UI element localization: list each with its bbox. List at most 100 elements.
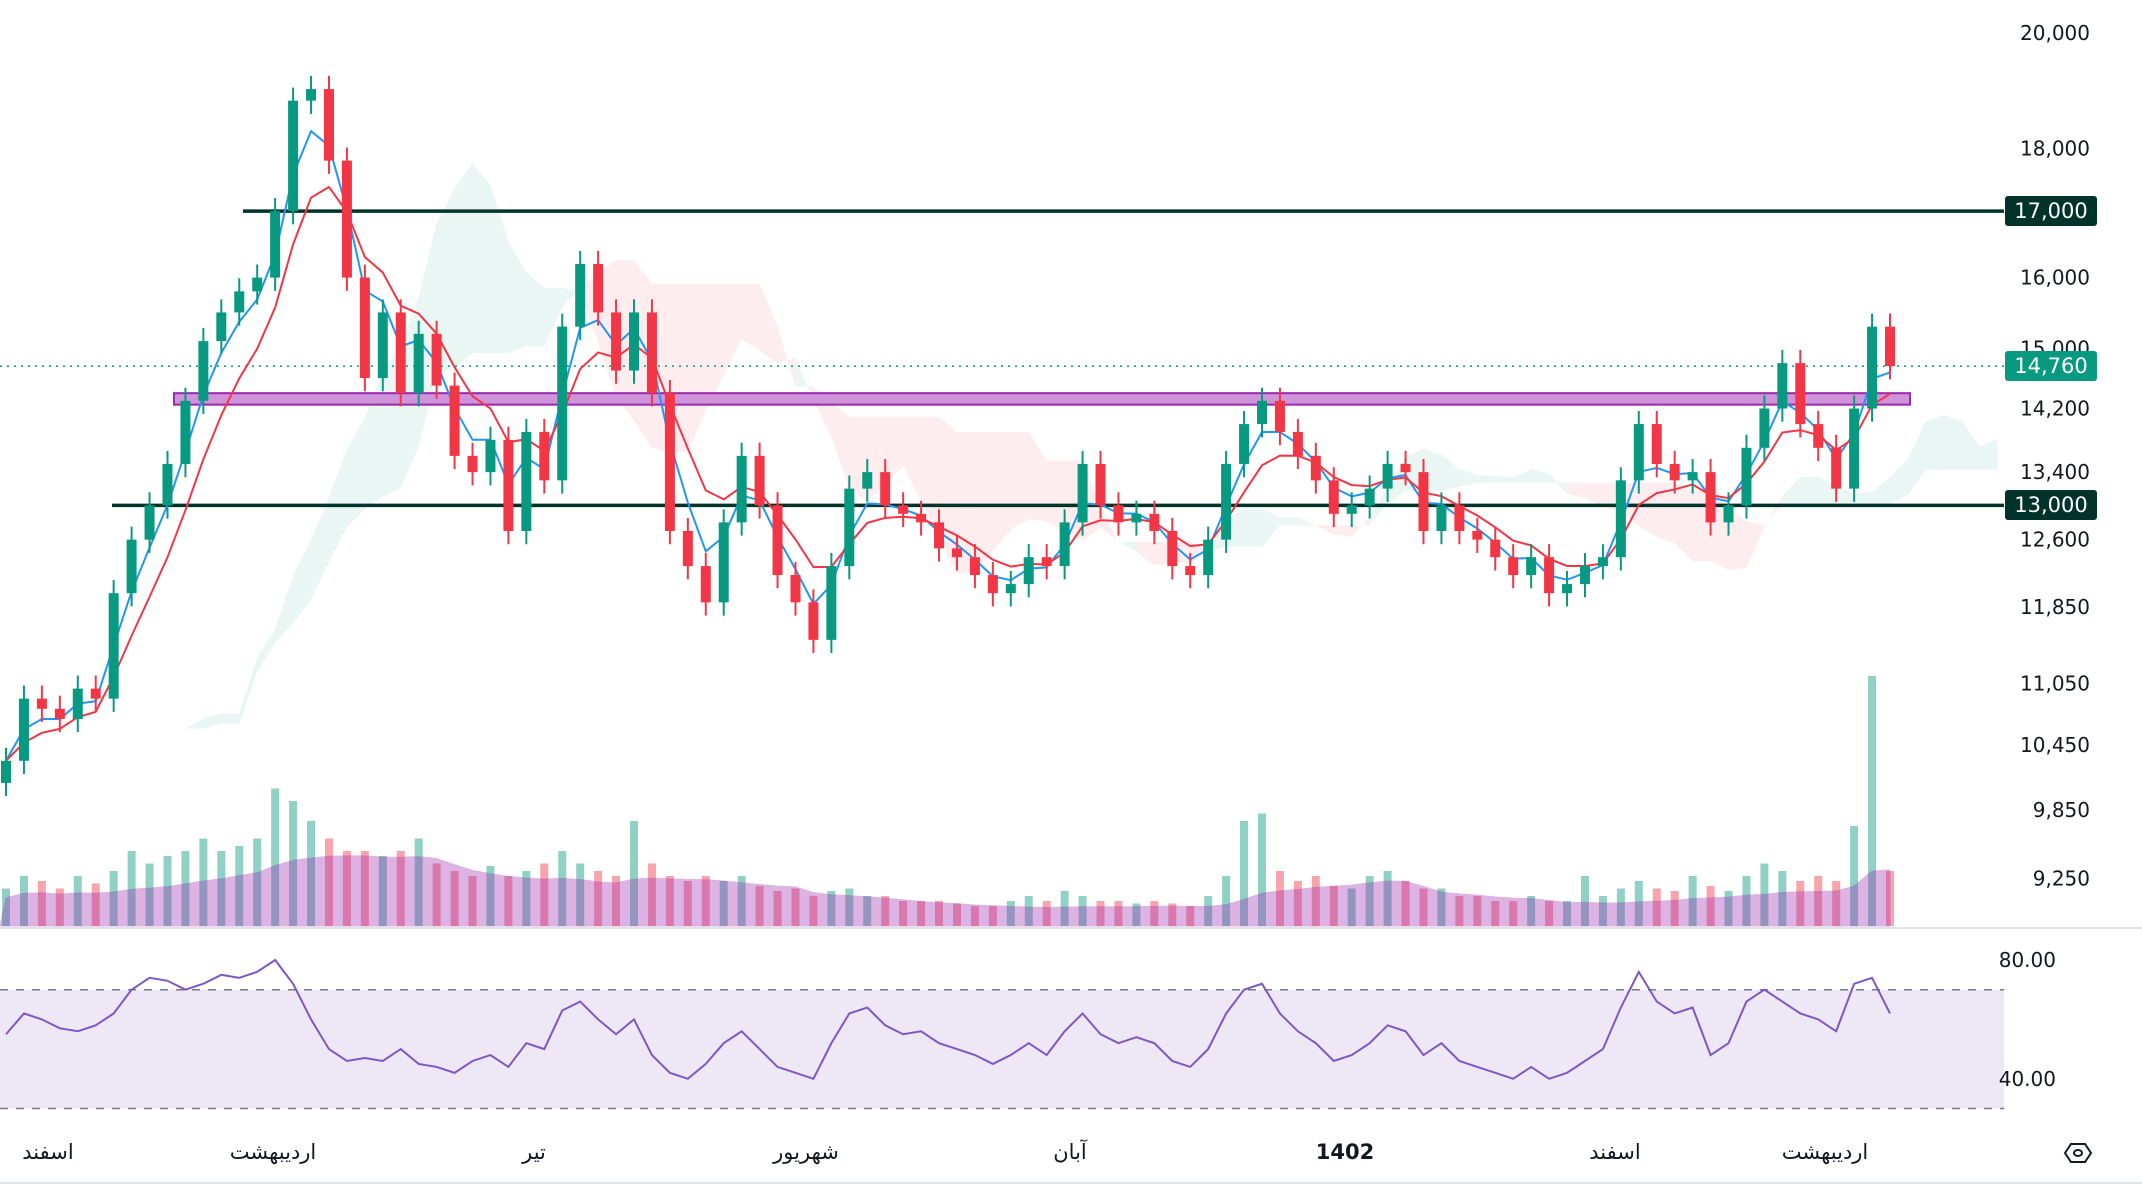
candle-body <box>216 312 227 342</box>
volume-bar <box>1042 901 1051 926</box>
volume-bar <box>1204 896 1213 926</box>
candle-body <box>700 566 711 603</box>
volume-bar <box>1401 881 1410 926</box>
candle-body <box>503 439 514 531</box>
ichimoku-cloud-segment <box>974 432 993 572</box>
candle-body <box>539 431 550 481</box>
rsi-band <box>0 989 2004 1109</box>
candle-body <box>1705 472 1716 523</box>
candle-body <box>1615 480 1626 558</box>
support-resistance-zone <box>173 392 1911 406</box>
candle-body <box>341 160 352 278</box>
volume-bar <box>558 851 567 926</box>
volume-bar <box>988 906 997 926</box>
ichimoku-cloud-segment <box>1782 477 1801 504</box>
volume-bar <box>1491 901 1500 926</box>
ichimoku-cloud-segment <box>149 728 168 761</box>
volume-bar <box>809 896 818 926</box>
ichimoku-cloud-segment <box>1244 508 1262 547</box>
time-axis-tick: شهریور <box>773 1140 839 1164</box>
volume-bar <box>1240 821 1249 926</box>
volume-bar <box>1186 906 1195 926</box>
candle-body <box>180 400 191 464</box>
volume-bar <box>1150 901 1159 926</box>
volume-bar <box>827 891 836 926</box>
volume-bar <box>1760 863 1769 926</box>
volume-bar <box>1347 888 1356 926</box>
ema-fast-line <box>5 129 1891 762</box>
ichimoku-cloud-segment <box>544 287 563 347</box>
candle-body <box>359 277 370 379</box>
candle-body <box>54 708 65 719</box>
ichimoku-cloud-segment <box>1262 508 1280 547</box>
volume-bar <box>1563 901 1572 926</box>
candle-body <box>898 505 909 514</box>
ichimoku-cloud-segment <box>526 272 545 347</box>
volume-bar <box>1796 881 1805 926</box>
level-price-label: 17,000 <box>2005 196 2097 227</box>
ichimoku-cloud-segment <box>1190 542 1209 564</box>
ichimoku-cloud-segment <box>1531 469 1550 483</box>
candle-body <box>162 463 173 506</box>
ichimoku-cloud-segment <box>1746 521 1765 568</box>
ichimoku-cloud-segment <box>1495 475 1514 483</box>
ichimoku-cloud-segment <box>1943 415 1962 470</box>
candle-body <box>1149 513 1160 531</box>
candle-body <box>646 312 657 394</box>
candle-body <box>1633 424 1644 481</box>
candle-body <box>1005 584 1016 594</box>
volume-bar <box>594 871 603 926</box>
volume-bar <box>37 881 46 926</box>
ichimoku-cloud-segment <box>1907 420 1926 496</box>
ichimoku-cloud-segment <box>472 163 491 354</box>
ichimoku-cloud-segment <box>275 575 294 643</box>
volume-bar <box>1258 813 1266 926</box>
volume-bar <box>1078 896 1087 926</box>
price-axis-tick: 14,200 <box>2020 397 2090 421</box>
candle-body <box>1077 463 1088 523</box>
candle-body <box>987 575 998 594</box>
volume-bar <box>1616 888 1625 926</box>
ichimoku-cloud-segment <box>1764 495 1783 528</box>
ichimoku-cloud-segment <box>1459 468 1478 487</box>
candle-body <box>377 312 388 379</box>
time-axis-tick: اسفند <box>1589 1140 1641 1164</box>
volume-bar <box>2 888 10 926</box>
volume-bar <box>432 863 441 926</box>
ichimoku-cloud-segment <box>1836 485 1855 504</box>
ichimoku-cloud-segment <box>1674 482 1693 562</box>
candle-body <box>1418 472 1429 531</box>
candle-body <box>18 698 29 761</box>
ichimoku-cloud-segment <box>1100 507 1119 543</box>
candle-body <box>90 688 101 699</box>
candle-body <box>126 539 137 594</box>
volume-bar <box>19 876 28 926</box>
candle-body <box>736 455 747 523</box>
ichimoku-cloud-segment <box>831 401 850 489</box>
candle-body <box>664 393 675 531</box>
candle-body <box>1562 584 1573 594</box>
ichimoku-cloud-segment <box>705 283 724 411</box>
ichimoku-cloud-segment <box>1961 420 1980 470</box>
volume-bar <box>1868 676 1877 926</box>
volume-bar <box>1742 876 1751 926</box>
candle-body <box>969 557 980 576</box>
time-axis-tick: اسفند <box>22 1140 74 1164</box>
candle-body <box>36 698 47 709</box>
ichimoku-cloud-segment <box>1638 482 1657 537</box>
volume-bar <box>1634 881 1643 926</box>
price-axis-tick: 13,400 <box>2020 460 2090 484</box>
volume-bar <box>1096 901 1105 926</box>
volume-ma-area <box>0 855 1891 927</box>
volume-bar <box>935 901 944 926</box>
ichimoku-cloud-segment <box>992 432 1011 552</box>
settings-hexagon-icon[interactable] <box>2060 1140 2096 1166</box>
candle-body <box>234 291 245 313</box>
price-axis-tick: 11,050 <box>2020 672 2090 696</box>
candle-body <box>951 548 962 558</box>
volume-bar <box>468 876 477 926</box>
candle-body <box>1221 463 1232 540</box>
candle-body <box>1239 424 1250 464</box>
ichimoku-cloud-segment <box>616 260 634 422</box>
